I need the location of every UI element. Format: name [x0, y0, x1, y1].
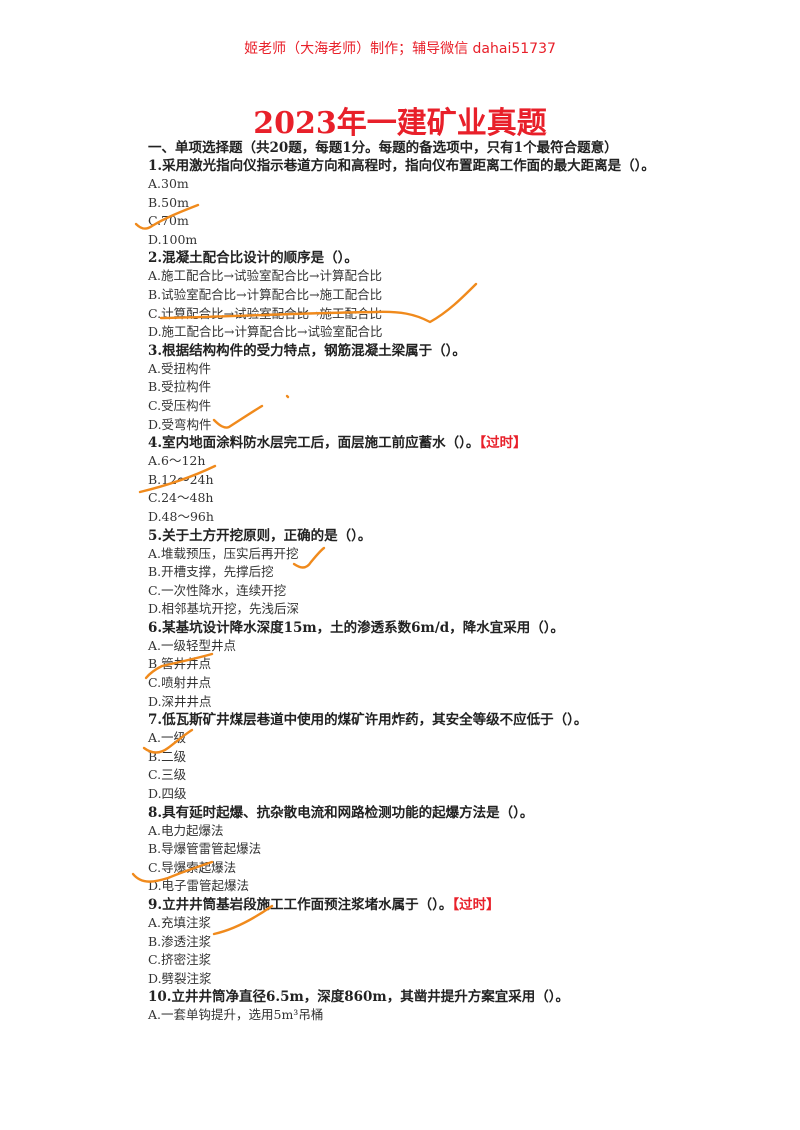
- question-4-option-b: B.12～24h: [148, 471, 214, 487]
- question-8-option-d: D.电子雷管起爆法: [148, 878, 250, 894]
- question-10-stem: 10.立井井筒净直径6.5m，深度860m，其凿井提升方案宜采用（）。: [148, 988, 708, 1006]
- outdated-tag: 【过时】: [479, 435, 527, 452]
- question-2-option-b: B.试验室配合比→计算配合比→施工配合比: [148, 286, 383, 302]
- question-1-option-d: D.100m: [148, 231, 198, 247]
- questions-container: 1.采用激光指向仪指示巷道方向和高程时，指向仪布置距离工作面的最大距离是（）。 A…: [148, 157, 708, 1025]
- question-text: 5.关于土方开挖原则，正确的是（）。: [148, 527, 372, 544]
- question-text: 1.采用激光指向仪指示巷道方向和高程时，指向仪布置距离工作面的最大距离是（）。: [148, 158, 655, 174]
- question-8-stem: 8.具有延时起爆、抗杂散电流和网路检测功能的起爆方法是（）。: [148, 804, 708, 822]
- question-5-option-d: D.相邻基坑开挖，先浅后深: [148, 601, 300, 617]
- question-5-option-b: B.开槽支撑，先撑后挖: [148, 564, 274, 580]
- question-6-option-c: C.喷射井点: [148, 675, 212, 691]
- question-text: 6.某基坑设计降水深度15m，土的渗透系数6m/d，降水宜采用（）。: [148, 619, 564, 636]
- question-7-option-c: C.三级: [148, 767, 187, 783]
- question-text: 8.具有延时起爆、抗杂散电流和网路检测功能的起爆方法是（）。: [148, 804, 534, 821]
- outdated-tag: 【过时】: [452, 897, 500, 913]
- question-8-option-c: C.导爆索起爆法: [148, 859, 237, 875]
- question-1-stem: 1.采用激光指向仪指示巷道方向和高程时，指向仪布置距离工作面的最大距离是（）。: [148, 157, 708, 175]
- question-3-option-a: A.受扭构件: [148, 360, 212, 376]
- question-9-option-d: D.劈裂注浆: [148, 970, 212, 986]
- question-9-option-c: C.挤密注浆: [148, 952, 212, 968]
- question-text: 2.混凝土配合比设计的顺序是（）。: [148, 250, 358, 267]
- question-3-option-d: D.受弯构件: [148, 416, 212, 432]
- question-text: 4.室内地面涂料防水层完工后，面层施工前应蓄水（）。: [148, 435, 480, 452]
- question-2-option-a: A.施工配合比→试验室配合比→计算配合比: [148, 268, 382, 284]
- question-3-option-c: C.受压构件: [148, 397, 212, 413]
- question-2-option-d: D.施工配合比→计算配合比→试验室配合比: [148, 324, 383, 340]
- question-7-option-d: D.四级: [148, 786, 187, 802]
- question-text: 10.立井井筒净直径6.5m，深度860m，其凿井提升方案宜采用（）。: [148, 989, 569, 1006]
- question-3-stem: 3.根据结构构件的受力特点，钢筋混凝土梁属于（）。: [148, 342, 708, 360]
- question-4-option-c: C.24～48h: [148, 490, 214, 506]
- question-9-option-a: A.充填注浆: [148, 915, 212, 930]
- question-1-option-a: A.30m: [148, 176, 189, 191]
- question-2-option-c: C.计算配合比→试验室配合比→施工配合比: [148, 305, 383, 321]
- question-6-option-d: D.深井井点: [148, 693, 212, 709]
- question-8-option-b: B.导爆管雷管起爆法: [148, 841, 262, 857]
- question-7-stem: 7.低瓦斯矿井煤层巷道中使用的煤矿许用炸药，其安全等级不应低于（）。: [148, 711, 708, 729]
- page-header-credit: 姬老师（大海老师）制作；辅导微信 dahai51737: [244, 41, 556, 57]
- question-text: 7.低瓦斯矿井煤层巷道中使用的煤矿许用炸药，其安全等级不应低于（）。: [148, 712, 588, 729]
- question-6-option-a: A.一级轻型井点: [148, 637, 237, 653]
- question-8-option-a: A.电力起爆法: [148, 822, 224, 838]
- question-6-option-b: B.管井井点: [148, 656, 212, 672]
- section-heading: 一、单项选择题（共20题，每题1分。每题的备选项中，只有1个最符合题意）: [148, 140, 618, 156]
- question-3-option-b: B.受拉构件: [148, 379, 212, 395]
- question-4-stem: 4.室内地面涂料防水层完工后，面层施工前应蓄水（）。【过时】: [148, 434, 708, 452]
- question-5-option-a: A.堆载预压，压实后再开挖: [148, 545, 299, 561]
- question-list: 一、单项选择题（共20题，每题1分。每题的备选项中，只有1个最符合题意） 1.采…: [148, 139, 708, 1025]
- question-text: 3.根据结构构件的受力特点，钢筋混凝土梁属于（）。: [148, 342, 466, 359]
- question-7-option-a: A.一级: [148, 730, 187, 746]
- question-2-stem: 2.混凝土配合比设计的顺序是（）。: [148, 249, 708, 267]
- question-7-option-b: B.二级: [148, 748, 187, 764]
- question-5-stem: 5.关于土方开挖原则，正确的是（）。: [148, 527, 708, 545]
- question-1-option-b: B.50m: [148, 194, 189, 210]
- question-1-option-c: C.70m: [148, 213, 189, 229]
- question-text: 9.立井井筒基岩段施工工作面预注浆堵水属于（）。: [148, 897, 453, 913]
- question-9-stem: 9.立井井筒基岩段施工工作面预注浆堵水属于（）。【过时】: [148, 896, 708, 914]
- question-5-option-c: C.一次性降水，连续开挖: [148, 582, 287, 598]
- question-4-option-d: D.48～96h: [148, 508, 214, 524]
- document-title: 2023年一建矿业真题: [253, 106, 547, 141]
- question-9-option-b: B.渗透注浆: [148, 933, 212, 949]
- question-6-stem: 6.某基坑设计降水深度15m，土的渗透系数6m/d，降水宜采用（）。: [148, 619, 708, 637]
- question-4-option-a: A.6～12h: [148, 453, 206, 469]
- question-10-option-a: A.一套单钩提升，选用5m³吊桶: [148, 1007, 324, 1023]
